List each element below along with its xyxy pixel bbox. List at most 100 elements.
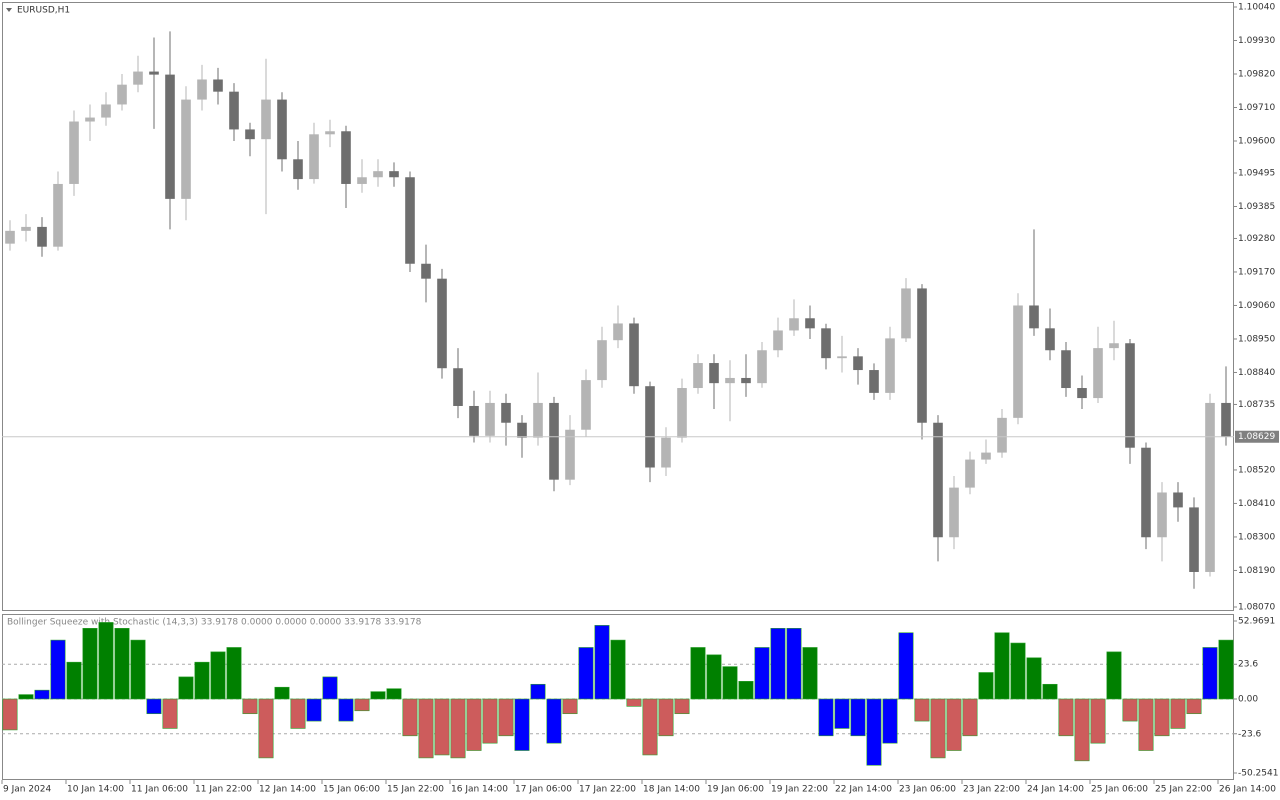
candle-body <box>229 91 239 130</box>
histogram-bar <box>610 639 626 700</box>
y-tick-label: 1.08070 <box>1238 603 1275 613</box>
x-tick-label: 10 Jan 14:00 <box>67 785 124 795</box>
indicator-title: Bollinger Squeeze with Stochastic (14,3,… <box>7 618 422 628</box>
y-tick-label: -23.6 <box>1238 729 1262 739</box>
candle-body <box>869 370 879 393</box>
candle-body <box>1077 388 1087 399</box>
candle-body <box>293 159 303 180</box>
candle-body <box>181 99 191 199</box>
histogram-bar <box>114 628 130 700</box>
histogram-bar <box>514 698 530 751</box>
candle-body <box>917 288 927 423</box>
candle-body <box>949 487 959 538</box>
histogram-bar <box>82 628 98 700</box>
candle-body <box>1029 305 1039 329</box>
histogram-bar <box>402 698 418 737</box>
histogram-bar <box>194 661 210 700</box>
x-tick-label: 11 Jan 22:00 <box>195 785 252 795</box>
candle-body <box>1093 348 1103 399</box>
histogram-bar <box>322 676 338 700</box>
histogram-bar <box>1170 698 1186 729</box>
candle-body <box>421 263 431 279</box>
candle-body <box>1061 350 1071 389</box>
y-tick-label: 1.10040 <box>1238 3 1275 13</box>
histogram-bar <box>1042 683 1058 700</box>
x-tick-label: 19 Jan 06:00 <box>707 785 764 795</box>
y-tick-label: 1.08190 <box>1238 566 1275 576</box>
y-tick-label: 23.6 <box>1238 660 1258 670</box>
y-tick-label: 1.08950 <box>1238 334 1275 344</box>
candle-body <box>277 99 287 160</box>
candle-body <box>1173 492 1183 508</box>
x-tick-label: 25 Jan 22:00 <box>1155 785 1212 795</box>
histogram-bar <box>290 698 306 729</box>
candle-body <box>885 338 895 393</box>
histogram-bar <box>482 698 498 744</box>
candle-body <box>149 71 159 75</box>
candle-body <box>469 405 479 436</box>
x-tick-label: 26 Jan 14:00 <box>1219 785 1276 795</box>
candle-body <box>821 328 831 359</box>
histogram-bar <box>178 676 194 700</box>
y-tick-label: 52.9691 <box>1238 617 1275 627</box>
histogram-bar <box>914 698 930 722</box>
histogram-bar <box>1074 698 1090 762</box>
histogram-bar <box>786 628 802 700</box>
histogram-bar <box>66 661 82 700</box>
candle-body <box>853 356 863 371</box>
price-pane-frame <box>2 2 1234 611</box>
histogram-bar <box>274 686 290 700</box>
histogram-bar <box>946 698 962 751</box>
histogram-bar <box>562 698 578 715</box>
candle-body <box>645 386 655 468</box>
candle-body <box>661 437 671 468</box>
candle-body <box>933 422 943 538</box>
candle-body <box>981 452 991 460</box>
candle-body <box>165 74 175 199</box>
candle-body <box>1189 507 1199 572</box>
candle-body <box>597 340 607 381</box>
x-tick-label: 17 Jan 06:00 <box>515 785 572 795</box>
y-tick-label: 1.08410 <box>1238 499 1275 509</box>
y-tick-label: 1.09385 <box>1238 202 1275 212</box>
histogram-bar <box>210 651 226 700</box>
current-price-box <box>1235 430 1279 443</box>
histogram-bar <box>162 698 178 729</box>
x-tick-label: 9 Jan 2024 <box>3 785 51 795</box>
candle-body <box>261 99 271 140</box>
histogram-bar <box>1138 698 1154 751</box>
symbol-menu-arrow[interactable] <box>6 8 12 12</box>
x-tick-label: 15 Jan 22:00 <box>387 785 444 795</box>
histogram-bar <box>1058 698 1074 737</box>
candle-body <box>437 278 447 369</box>
y-tick-label: 1.08520 <box>1238 465 1275 475</box>
histogram-bar <box>626 698 642 707</box>
candle-body <box>53 183 63 247</box>
candle-body <box>485 402 495 436</box>
candle-body <box>1125 343 1135 448</box>
x-tick-label: 25 Jan 06:00 <box>1091 785 1148 795</box>
candle-body <box>5 230 15 244</box>
candle-body <box>133 71 143 85</box>
histogram-bar <box>18 694 34 700</box>
histogram-bar <box>498 698 514 737</box>
candle-body <box>565 429 575 480</box>
current-price-label: 1.08629 <box>1238 432 1275 442</box>
y-tick-label: 1.09710 <box>1238 103 1275 113</box>
histogram-bar <box>706 654 722 700</box>
histogram-bar <box>850 698 866 737</box>
candle-body <box>197 79 207 100</box>
y-tick-label: 1.09060 <box>1238 301 1275 311</box>
candle-body <box>85 117 95 122</box>
histogram-bar <box>130 639 146 700</box>
candle-body <box>341 131 351 184</box>
candle-body <box>101 104 111 118</box>
histogram-bar <box>98 622 114 700</box>
histogram-bar <box>258 698 274 759</box>
histogram-bar <box>754 647 770 700</box>
candle-body <box>213 79 223 92</box>
candle-body <box>69 121 79 184</box>
x-tick-label: 23 Jan 22:00 <box>963 785 1020 795</box>
histogram-bar <box>546 698 562 744</box>
candle-body <box>1109 343 1119 349</box>
